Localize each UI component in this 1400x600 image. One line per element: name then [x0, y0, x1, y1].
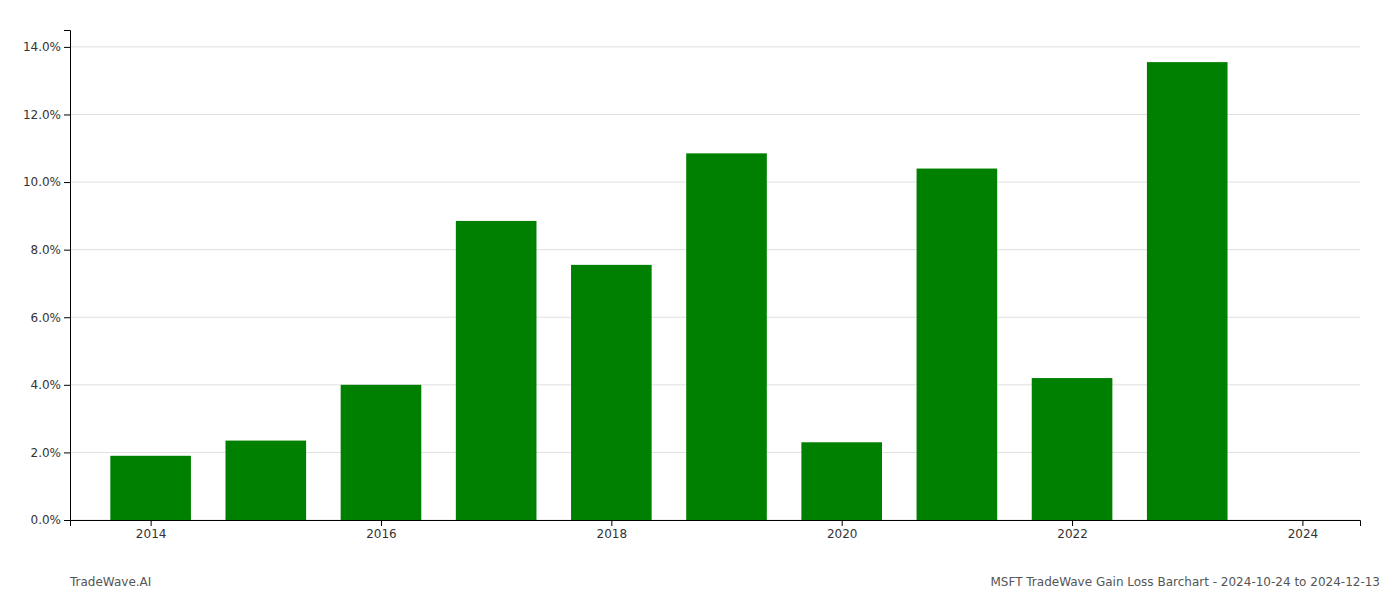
y-tick: 6.0%: [31, 311, 71, 325]
y-tick-label: 4.0%: [31, 378, 62, 392]
grid-line: [70, 46, 1360, 47]
bar: [917, 169, 998, 520]
y-tick-mark: [64, 47, 70, 48]
grid: [70, 47, 1360, 520]
y-tick: 14.0%: [23, 40, 70, 54]
y-tick-mark: [64, 520, 70, 521]
x-tick-mark: [381, 520, 382, 526]
y-axis: 0.0% 2.0% 4.0% 6.0% 8.0% 10.0% 12.0% 14.0%: [23, 31, 71, 528]
bar: [801, 442, 882, 520]
x-tick: 2014: [136, 520, 167, 541]
x-tick-mark: [1302, 520, 1303, 526]
bar: [686, 153, 767, 520]
y-tick-label: 6.0%: [31, 311, 62, 325]
x-tick-mark: [611, 520, 612, 526]
y-tick-mark: [64, 250, 70, 251]
y-tick-label: 8.0%: [31, 243, 62, 257]
x-tick-label: 2020: [827, 527, 858, 541]
y-tick-mark: [64, 385, 70, 386]
x-tick-label: 2022: [1057, 527, 1088, 541]
bar: [110, 456, 191, 520]
bar: [1032, 378, 1113, 520]
y-tick: 0.0%: [31, 513, 71, 527]
bar: [571, 265, 652, 520]
x-tick: 2022: [1057, 520, 1088, 541]
x-tick: 2020: [827, 520, 858, 541]
y-tick: 12.0%: [23, 108, 70, 122]
x-tick-mark: [151, 520, 152, 526]
footer-annotation: MSFT TradeWave Gain Loss Barchart - 2024…: [990, 575, 1380, 589]
chart: 2014 2016 2018 2020 2022 2024 0.0% 2.0% 4.0% 6.0%…: [0, 0, 1400, 600]
y-tick-label: 2.0%: [31, 446, 62, 460]
y-tick-label: 14.0%: [23, 40, 61, 54]
x-tick-mark: [1072, 520, 1073, 526]
footer-annotation: TradeWave.AI: [69, 575, 151, 589]
x-tick-label: 2014: [136, 527, 167, 541]
x-tick-label: 2016: [366, 527, 397, 541]
bar: [225, 441, 306, 520]
x-tick-mark: [842, 520, 843, 526]
x-tick: 2016: [366, 520, 397, 541]
y-tick-mark: [64, 114, 70, 115]
y-tick: 2.0%: [31, 446, 71, 460]
bar: [1147, 62, 1228, 520]
x-axis-line: [71, 521, 1361, 527]
y-tick-mark: [64, 182, 70, 183]
y-tick-label: 10.0%: [23, 175, 61, 189]
x-tick-label: 2024: [1288, 527, 1319, 541]
y-tick-label: 0.0%: [31, 513, 62, 527]
bar: [341, 385, 422, 520]
x-tick: 2024: [1288, 520, 1319, 541]
y-tick-mark: [64, 317, 70, 318]
x-tick: 2018: [597, 520, 628, 541]
y-tick: 8.0%: [31, 243, 71, 257]
plot-area: 2014 2016 2018 2020 2022 2024 0.0% 2.0% 4.0% 6.0%…: [23, 31, 1361, 541]
x-tick-label: 2018: [597, 527, 628, 541]
bars: [110, 62, 1227, 520]
y-axis-line: [64, 31, 71, 521]
y-tick: 4.0%: [31, 378, 71, 392]
y-tick-label: 12.0%: [23, 108, 61, 122]
x-axis: 2014 2016 2018 2020 2022 2024: [71, 520, 1361, 541]
y-tick-mark: [64, 452, 70, 453]
y-tick: 10.0%: [23, 175, 70, 189]
bar: [456, 221, 537, 520]
